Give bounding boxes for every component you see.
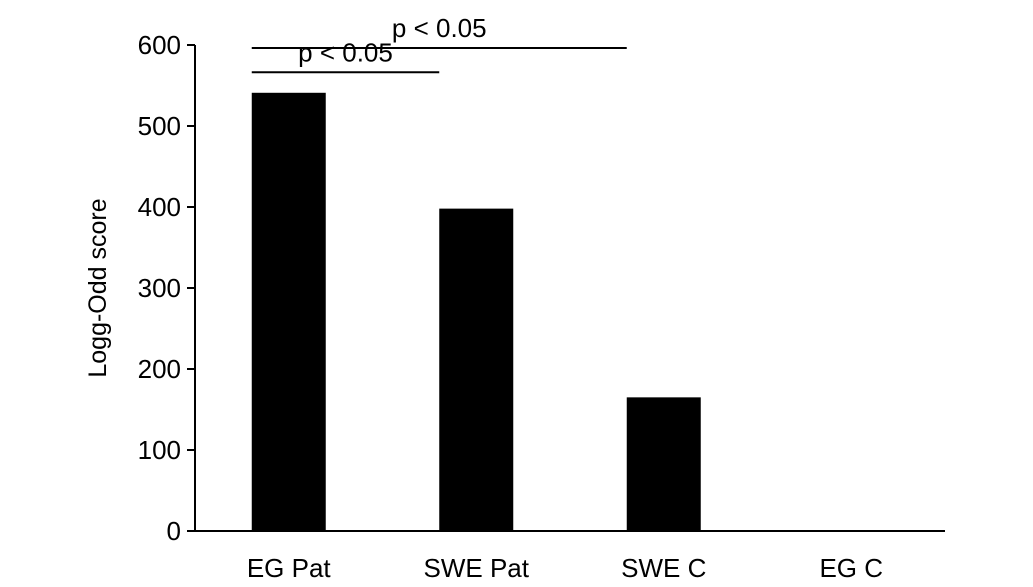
bar-swe-c	[626, 397, 701, 531]
x-tick-label: EG C	[819, 553, 883, 583]
x-tick-label: SWE Pat	[424, 553, 530, 583]
bar-swe-pat	[439, 208, 514, 531]
bars-group	[251, 92, 701, 531]
y-tick-label: 400	[138, 192, 181, 222]
y-ticks-group: 0 100 200 300 400 500 600	[138, 30, 195, 546]
x-tick-label: SWE C	[621, 553, 706, 583]
significance-annotations: p < 0.05p < 0.05	[251, 13, 627, 74]
significance-label: p < 0.05	[298, 37, 393, 67]
x-tick-label: EG Pat	[247, 553, 332, 583]
y-axis-label: Logg-Odd score	[84, 198, 112, 377]
x-labels-group: EG Pat SWE Pat SWE C EG C	[247, 553, 883, 583]
y-tick-label: 500	[138, 111, 181, 141]
y-tick-label: 200	[138, 354, 181, 384]
bar-eg-pat	[251, 92, 326, 531]
y-tick-label: 0	[167, 516, 181, 546]
y-tick-label: 100	[138, 435, 181, 465]
y-tick-label: 600	[138, 30, 181, 60]
significance-label: p < 0.05	[392, 13, 487, 43]
y-tick-label: 300	[138, 273, 181, 303]
